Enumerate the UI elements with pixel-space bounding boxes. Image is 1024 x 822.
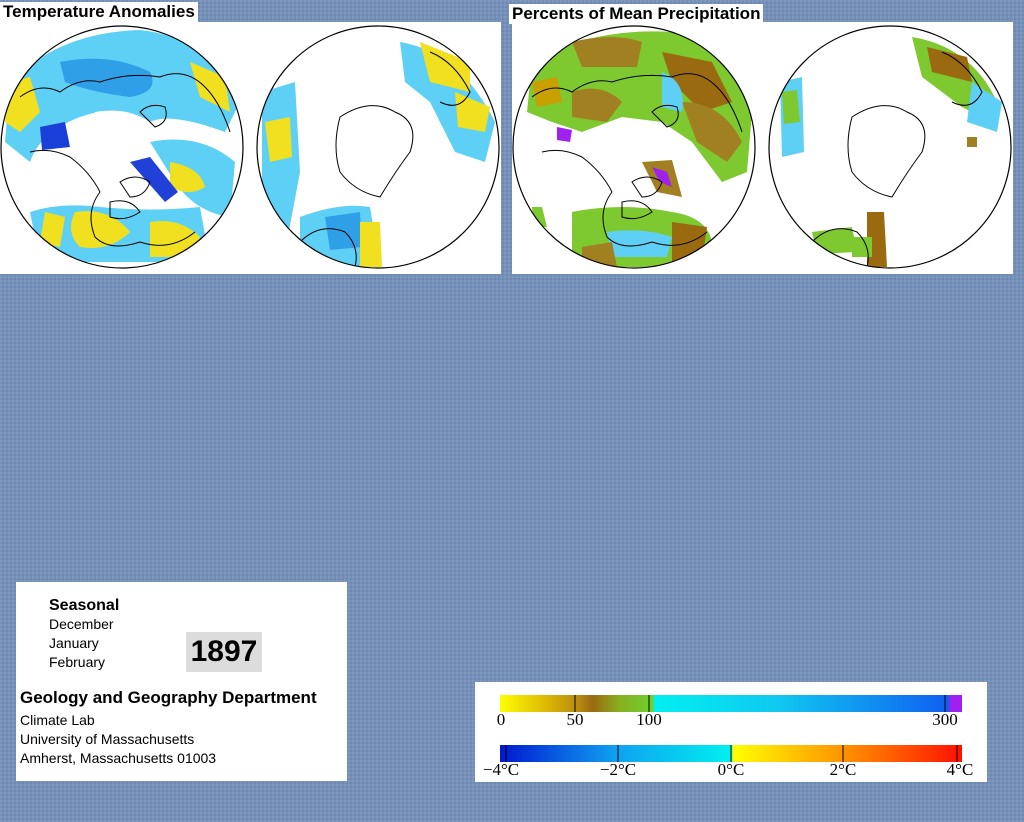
temp-tick-0: 0°C [717, 760, 745, 779]
temperature-hemisphere-maps [0, 25, 500, 269]
lab-name: Climate Lab [20, 712, 95, 728]
precip-tick-100: 100 [636, 710, 662, 729]
temperature-southern-hemisphere [257, 26, 499, 268]
department-name: Geology and Geography Department [20, 688, 317, 707]
color-scales [500, 695, 962, 762]
precipitation-hemisphere-maps [512, 25, 1012, 269]
university-name: University of Massachusetts [20, 731, 195, 747]
month-february: February [49, 654, 106, 670]
precipitation-northern-hemisphere [513, 26, 755, 268]
address: Amherst, Massachusetts 01003 [20, 750, 217, 766]
temperature-northern-hemisphere [1, 26, 243, 268]
precip-tick-0: 0 [496, 710, 506, 729]
period-type: Seasonal [49, 597, 120, 614]
year-label: 1897 [186, 632, 262, 672]
month-january: January [49, 635, 99, 651]
precip-tick-50: 50 [566, 710, 584, 729]
precipitation-southern-hemisphere [769, 26, 1011, 268]
precip-tick-300: 300 [932, 710, 958, 729]
legend-box: 0 50 100 300 −4°C −2°C 0°C 2°C 4°C [475, 682, 987, 782]
temp-tick-4: 4°C [946, 760, 974, 779]
precipitation-color-bar [500, 695, 962, 712]
temp-tick-minus2: −2°C [599, 760, 637, 779]
temp-tick-minus4: −4°C [482, 760, 520, 779]
temperature-map-panel [0, 22, 501, 274]
precipitation-map-title: Percents of Mean Precipitation [509, 4, 764, 24]
temp-tick-2: 2°C [829, 760, 857, 779]
precipitation-map-panel [512, 22, 1013, 274]
info-box: Seasonal December January February 1897 … [16, 582, 347, 781]
month-december: December [49, 616, 114, 632]
temperature-map-title: Temperature Anomalies [0, 2, 198, 22]
